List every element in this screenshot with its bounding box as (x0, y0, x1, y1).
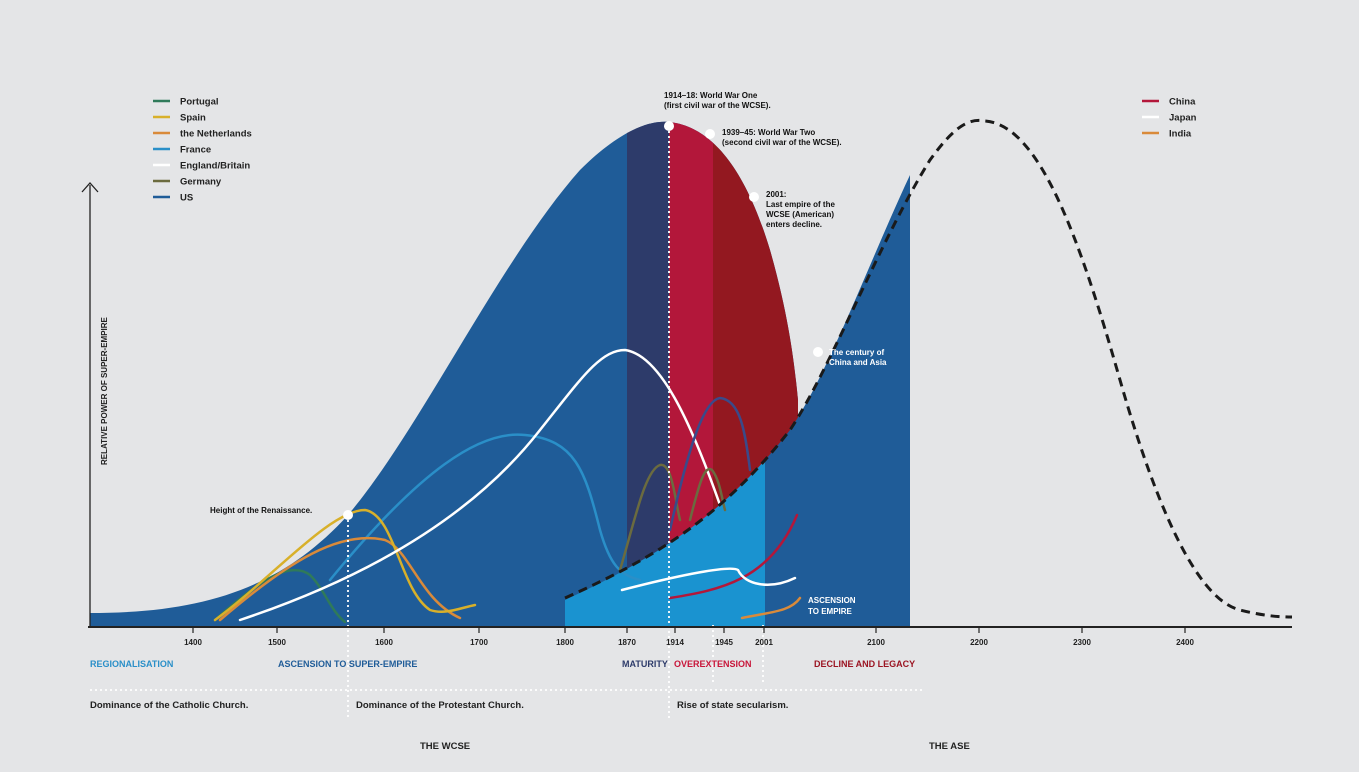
x-tick-label-2400: 2400 (1176, 638, 1194, 647)
legend-label-india: India (1169, 129, 1192, 140)
x-tick-label-1600: 1600 (375, 638, 393, 647)
x-tick-label-1800: 1800 (556, 638, 574, 647)
marker-asia (813, 347, 823, 357)
annotation-markers (343, 121, 823, 520)
guide-lines (347, 126, 764, 720)
legend-label-france: France (180, 145, 211, 156)
church-secularism: Rise of state secularism. (677, 700, 788, 711)
germany-curve-2 (688, 467, 727, 522)
legend-label-us: US (180, 193, 193, 204)
annotation-renaissance: Height of the Renaissance. (210, 506, 312, 515)
x-tick-label-1500: 1500 (268, 638, 286, 647)
nation-curves (213, 348, 802, 624)
x-tick-label-1914: 1914 (666, 638, 684, 647)
west-super-empire-area (90, 121, 798, 627)
spain-curve (213, 508, 477, 622)
marker-decline (749, 192, 759, 202)
legend-left: Portugal Spain the Netherlands France Englan… (153, 97, 252, 204)
church-protestant: Dominance of the Protestant Church. (356, 700, 524, 711)
legend-label-germany: Germany (180, 177, 222, 188)
x-tick-label-2300: 2300 (1073, 638, 1091, 647)
annotation-decline: 2001: Last empire of the WCSE (American)… (766, 190, 837, 229)
us-curve (668, 396, 752, 532)
legend-label-england-britain: England/Britain (180, 161, 250, 172)
annotation-wwii: 1939–45: World War Two (second civil war… (722, 128, 842, 147)
germany-curve-1 (618, 463, 682, 572)
britain-curve (238, 348, 722, 622)
annotation-ascension: ASCENSION TO EMPIRE (808, 596, 858, 616)
x-tick-label-1700: 1700 (470, 638, 488, 647)
church-catholic: Dominance of the Catholic Church. (90, 700, 248, 711)
y-axis-arrow (81, 182, 99, 193)
maturity-band (627, 121, 669, 627)
marker-wwi (664, 121, 674, 131)
x-tick-label-2100: 2100 (867, 638, 885, 647)
annotation-wwi: 1914–18: World War One (first civil war … (664, 91, 771, 110)
x-tick-marks (192, 627, 1186, 633)
x-tick-label-2200: 2200 (970, 638, 988, 647)
y-axis-label: RELATIVE POWER OF SUPER-EMPIRE (100, 316, 109, 465)
legend-right: China Japan India (1142, 97, 1197, 140)
legend-label-spain: Spain (180, 113, 206, 124)
phase-decline: DECLINE AND LEGACY (814, 659, 915, 669)
marker-renaissance (343, 510, 353, 520)
legend-label-china: China (1169, 97, 1196, 108)
japan-curve (620, 567, 797, 592)
x-tick-label-1870: 1870 (618, 638, 636, 647)
phase-maturity: MATURITY (622, 659, 668, 669)
china-curve (668, 513, 799, 600)
india-curve (740, 596, 802, 620)
phase-overextension: OVEREXTENSION (674, 659, 752, 669)
legend-label-the-netherlands: the Netherlands (180, 129, 252, 140)
x-tick-label-1945: 1945 (715, 638, 733, 647)
phase-regionalisation: REGIONALISATION (90, 659, 173, 669)
france-curve (328, 433, 642, 582)
era-ase: THE ASE (929, 741, 970, 752)
marker-wwii (705, 129, 715, 139)
annotation-asia: The century of China and Asia (829, 348, 887, 367)
x-tick-label-2001: 2001 (755, 638, 773, 647)
netherlands-curve (218, 536, 462, 622)
phase-ascension: ASCENSION TO SUPER-EMPIRE (278, 659, 417, 669)
x-tick-label-1400: 1400 (184, 638, 202, 647)
era-wcse: THE WCSE (420, 741, 470, 752)
legend-label-japan: Japan (1169, 113, 1197, 124)
x-tick-labels: 1400 1500 1600 1700 1800 1870 1914 1945 2001 2100… (184, 638, 1194, 647)
legend-label-portugal: Portugal (180, 97, 219, 108)
asia-projected-curve (564, 118, 1293, 619)
